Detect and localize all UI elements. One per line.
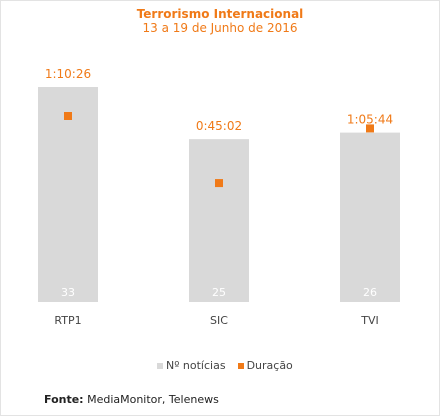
x-tick-label: TVI (360, 314, 379, 327)
legend-label-bars: Nº notícias (166, 359, 226, 372)
bar-value-label: 33 (61, 286, 75, 299)
source-text: MediaMonitor, Telenews (83, 393, 219, 406)
duration-point (366, 124, 374, 133)
legend-item-bars: Nº notícias (157, 359, 226, 372)
duration-label: 1:10:26 (45, 67, 91, 81)
duration-point (64, 112, 72, 120)
duration-label: 1:05:44 (347, 113, 393, 127)
source-note: Fonte: MediaMonitor, Telenews (44, 393, 219, 406)
legend-label-points: Duração (246, 359, 293, 372)
duration-label: 0:45:02 (196, 119, 242, 133)
chart-subtitle: 13 a 19 de Junho de 2016 (142, 21, 298, 35)
legend-swatch-points (237, 362, 244, 369)
legend-item-points: Duração (237, 359, 293, 372)
bar-rtp1 (38, 87, 98, 302)
legend-swatch-bars (157, 362, 163, 369)
bar-tvi (340, 132, 400, 302)
bar-value-label: 25 (212, 286, 226, 299)
chart-title: Terrorismo Internacional (136, 7, 304, 21)
duration-point (215, 179, 223, 188)
bar-value-label: 26 (363, 286, 377, 299)
x-tick-label: RTP1 (54, 314, 81, 327)
source-label: Fonte: (44, 393, 84, 406)
chart-legend: Nº notícias Duração (157, 359, 305, 372)
bar-sic (189, 139, 249, 302)
x-tick-label: SIC (210, 314, 228, 327)
